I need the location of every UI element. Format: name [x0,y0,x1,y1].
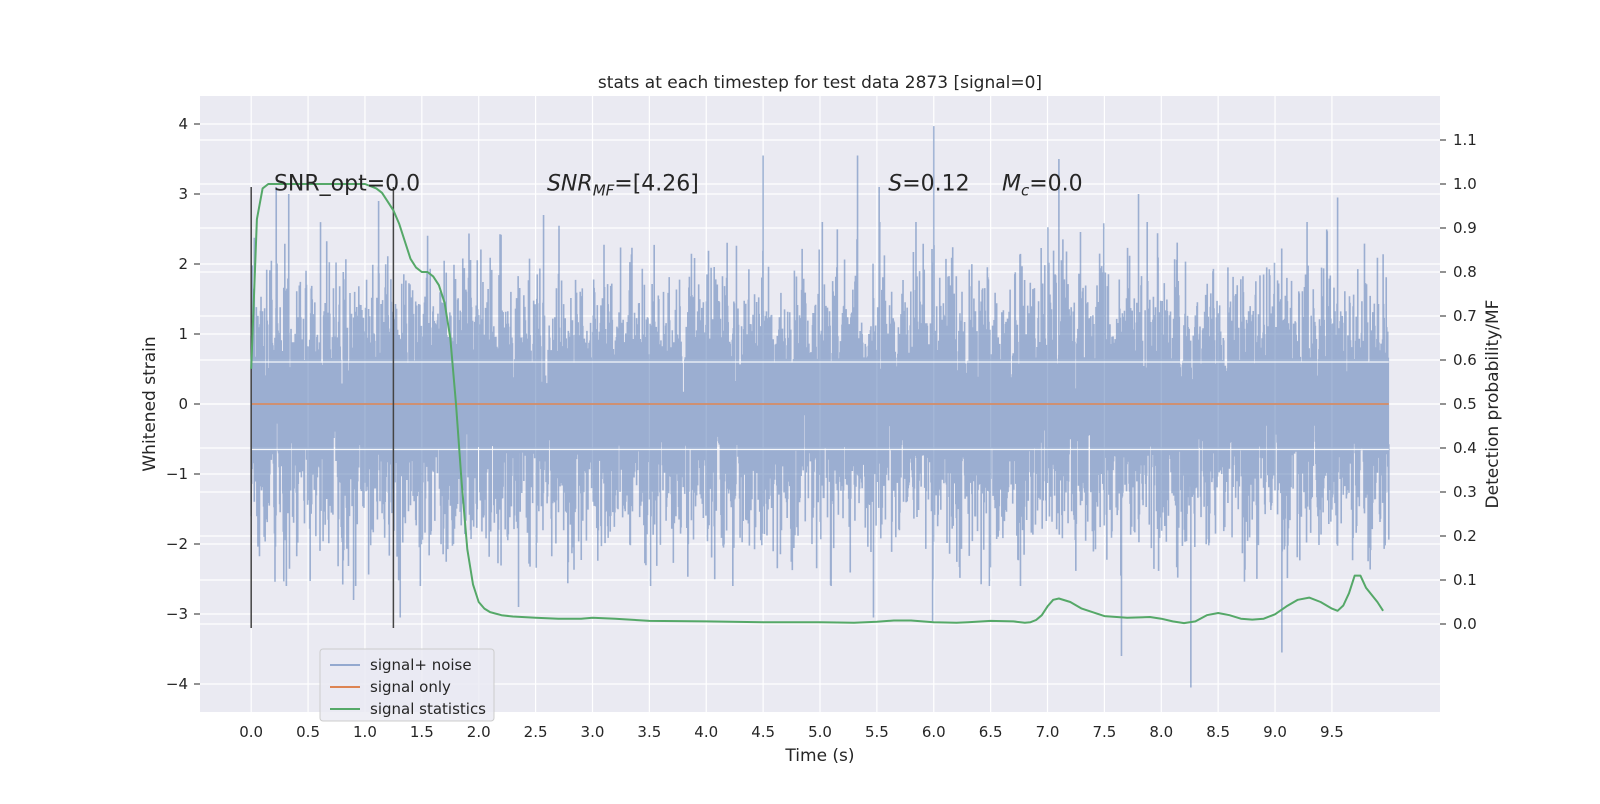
y-tick-label: 0 [178,395,188,413]
annotation-symbol: M [1002,172,1021,197]
x-tick-label: 3.0 [581,723,605,741]
annotation-value: =0.12 [902,172,969,197]
annotation-symbol: SNR [547,172,593,197]
x-axis-label: Time (s) [784,746,854,766]
y-right-axis-label: Detection probability/MF [1483,300,1503,509]
y-right-tick-label: 0.1 [1453,571,1477,589]
y-right-tick-label: 0.5 [1453,395,1477,413]
y-right-tick-label: 0.7 [1453,307,1477,325]
x-tick-label: 4.5 [751,723,775,741]
legend-box [319,648,495,722]
x-tick-label: 1.5 [410,723,434,741]
y-right-tick-label: 0.3 [1453,483,1477,501]
annotation-symbol: S [888,172,902,197]
y-right-tick-label: 0.9 [1453,219,1477,237]
chart-title: stats at each timestep for test data 287… [598,73,1042,93]
x-tick-label: 8.0 [1149,723,1173,741]
x-tick-label: 0.5 [296,723,320,741]
chart-overlay [250,183,1389,628]
y-axis-ticks: −4 −3 −2 −1 0 1 2 3 4 [166,115,200,693]
annotations: SNR_opt=0.0 SNRMF=[4.26] S=0.12 Mc=0.0 [274,172,1083,200]
y-tick-label: −2 [166,535,188,553]
y-right-tick-label: 0.2 [1453,527,1477,545]
legend-label: signal only [370,678,451,696]
y-tick-label: 2 [178,255,188,273]
legend: signal+ noise signal only signal statistic… [319,648,495,722]
y-right-tick-label: 0.4 [1453,439,1477,457]
y-right-axis-ticks: 0.0 0.1 0.2 0.3 0.4 0.5 0.6 0.7 0.8 0.9 1.0 1.1 [1440,131,1477,633]
legend-label: signal+ noise [370,656,472,674]
y-right-tick-label: 1.1 [1453,131,1477,149]
x-tick-label: 7.5 [1092,723,1116,741]
y-right-tick-label: 0.8 [1453,263,1477,281]
series-line-signal-statistics [250,183,1384,625]
annotation-text: SNR_opt=0.0 [274,172,420,197]
x-axis-ticks: 0.0 0.5 1.0 1.5 2.0 2.5 3.0 3.5 4.0 4.5 5.0 5.5 6.0 6… [239,723,1344,741]
annotation-text: SNRMF=[4.26] [547,172,699,200]
annotation-subscript: c [1021,182,1030,200]
y-right-tick-label: 0.6 [1453,351,1477,369]
y-tick-label: 4 [178,115,188,133]
x-tick-label: 6.0 [922,723,946,741]
x-tick-label: 7.0 [1036,723,1060,741]
y-tick-label: −4 [166,675,188,693]
y-tick-label: −3 [166,605,188,623]
x-tick-label: 2.0 [467,723,491,741]
x-tick-label: 2.5 [524,723,548,741]
annotation-subscript: MF [593,182,615,200]
x-tick-label: 8.5 [1206,723,1230,741]
x-tick-label: 3.5 [637,723,661,741]
x-tick-label: 6.5 [979,723,1003,741]
annotation-text: S=0.12 [888,172,969,197]
legend-label: signal statistics [370,700,486,718]
annotation-text: Mc=0.0 [1002,172,1083,200]
y-axis-label: Whitened strain [140,336,160,471]
annotation-value: =[4.26] [614,172,699,197]
x-tick-label: 9.5 [1320,723,1344,741]
y-right-tick-label: 0.0 [1453,615,1477,633]
y-tick-label: −1 [166,465,188,483]
y-tick-label: 3 [178,185,188,203]
x-tick-label: 9.0 [1263,723,1287,741]
y-tick-label: 1 [178,325,188,343]
x-tick-label: 5.0 [808,723,832,741]
annotation-value: =0.0 [1029,172,1082,197]
x-tick-label: 1.0 [353,723,377,741]
x-tick-label: 4.0 [694,723,718,741]
y-right-tick-label: 1.0 [1453,175,1477,193]
x-tick-label: 5.5 [865,723,889,741]
x-tick-label: 0.0 [239,723,263,741]
series-signal-noise [250,126,1390,688]
